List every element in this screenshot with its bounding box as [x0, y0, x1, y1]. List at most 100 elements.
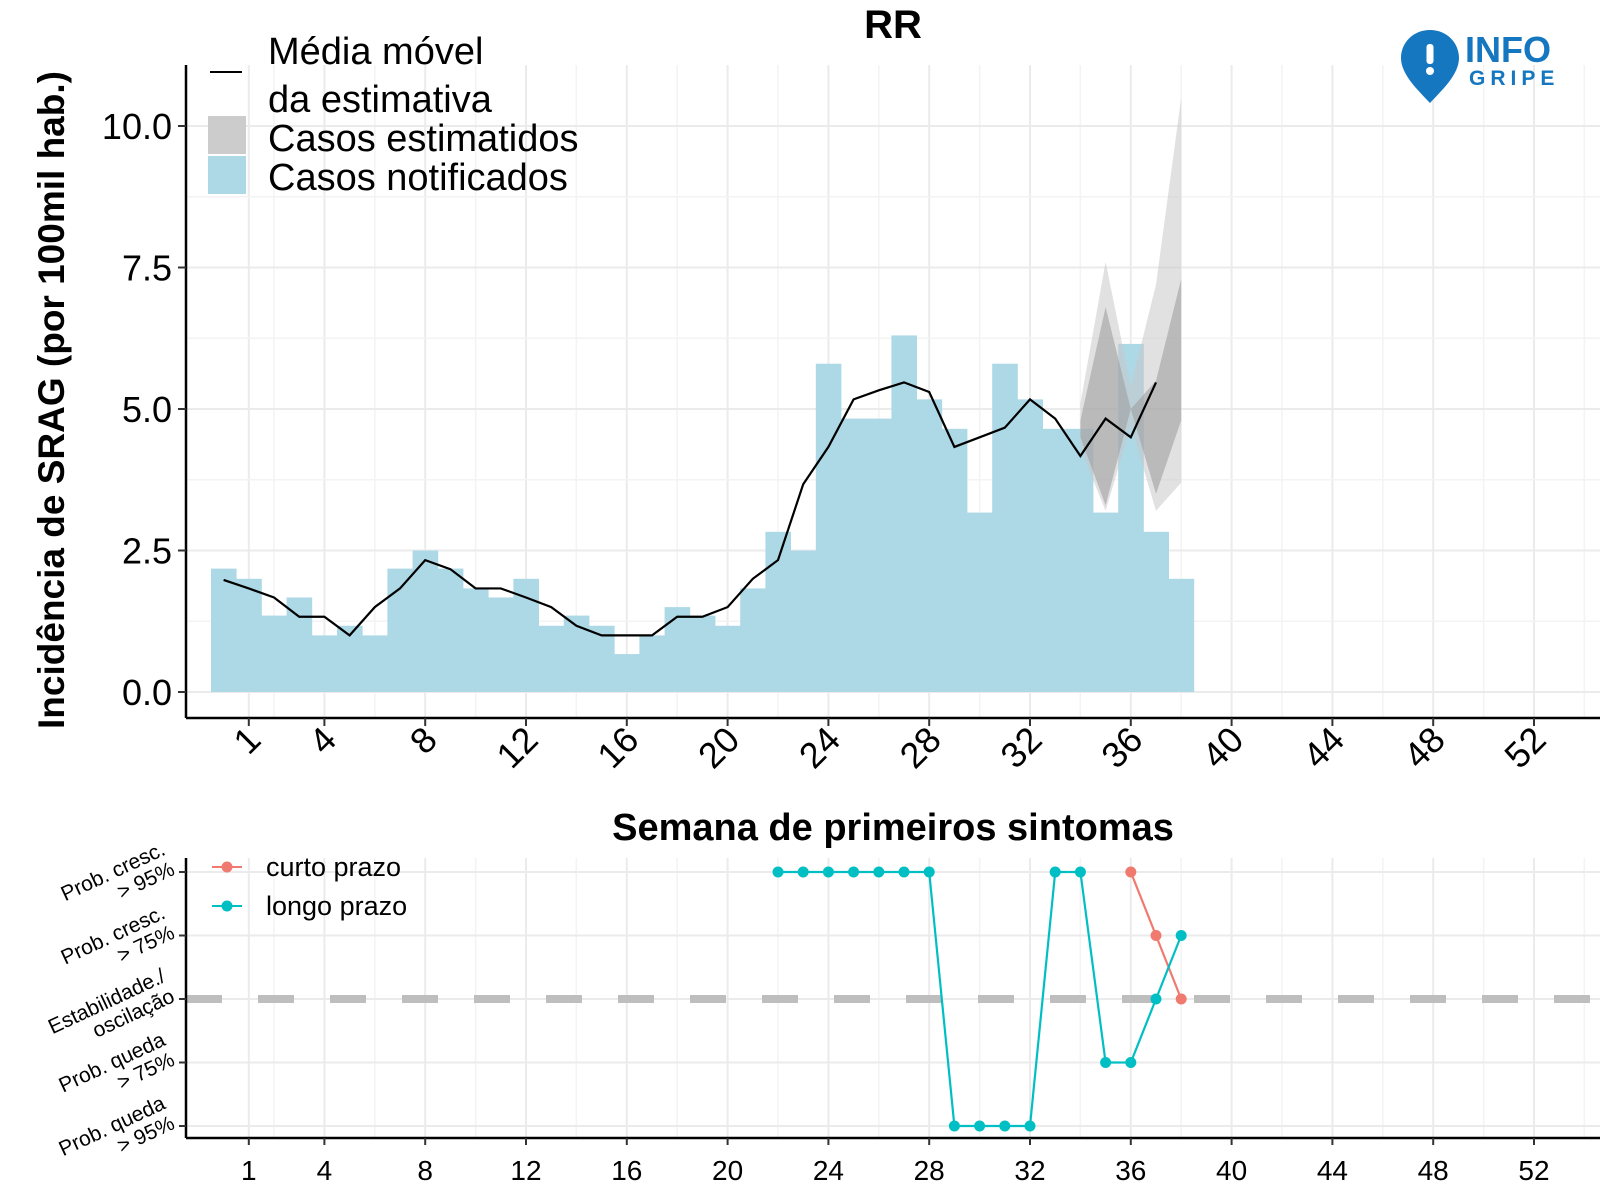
y-tick-label: 2.5: [122, 531, 172, 572]
trend-point: [822, 866, 834, 878]
notified-cases-bar: [589, 625, 615, 692]
trend-point: [948, 1120, 960, 1132]
chart-title: RR: [864, 3, 922, 47]
x-tick-label: 24: [813, 1155, 844, 1186]
moving-average-polyline: [223, 381, 1157, 637]
legend-moving-average-label-2: da estimativa: [268, 79, 493, 121]
bottom-legend: curto prazo longo prazo: [212, 852, 407, 921]
y-tick-label: 0.0: [122, 672, 172, 713]
notified-cases-bar: [614, 654, 640, 692]
notified-cases-bar: [488, 597, 514, 692]
x-tick-label: 1: [241, 1155, 257, 1186]
notified-cases-bar: [866, 418, 892, 692]
notified-cases-bar: [992, 363, 1018, 692]
legend-short-term-label: curto prazo: [266, 852, 401, 882]
infogripe-logo: INFO GRIPE: [1401, 29, 1554, 103]
x-tick-label: 48: [1418, 1155, 1449, 1186]
estimated-cases-band: [1080, 97, 1182, 511]
legend-estimated-label: Casos estimatidos: [268, 118, 578, 160]
x-tick-label: 32: [1014, 1155, 1045, 1186]
y-axis-title: Incidência de SRAG (por 100mil hab.): [31, 71, 72, 729]
x-tick-label: 28: [914, 1155, 945, 1186]
trend-point: [923, 866, 935, 878]
trend-point: [1049, 866, 1061, 878]
trend-point: [797, 866, 809, 878]
notified-cases-bar: [916, 399, 943, 692]
x-tick-label: 40: [1216, 1155, 1247, 1186]
x-axis-title: Semana de primeiros sintomas: [612, 807, 1174, 849]
notified-cases-bar: [211, 568, 237, 692]
notified-cases-bar: [790, 550, 817, 692]
notified-cases-bar: [261, 615, 287, 692]
x-tick-label: 36: [1093, 719, 1150, 776]
notified-cases-bar: [463, 588, 489, 692]
trend-point: [1100, 1057, 1112, 1068]
trend-point: [1024, 1120, 1036, 1132]
x-tick-label: 12: [488, 719, 545, 776]
notified-cases-bar: [664, 607, 691, 692]
x-tick-label: 16: [611, 1155, 642, 1186]
legend-moving-average-label-1: Média móvel: [268, 31, 483, 73]
incidence-panel: 0.02.55.07.510.0 1 4 8 12 16 20 24 28 32 36 40 44 48…: [31, 3, 1600, 849]
trend-point: [1125, 866, 1137, 878]
x-tick-label: 20: [712, 1155, 743, 1186]
legend-long-term-dot: [221, 900, 233, 912]
notified-cases-bar: [1168, 578, 1195, 692]
x-tick-label: 28: [892, 719, 949, 776]
x-tick-label: 24: [791, 719, 848, 776]
notified-cases-bar: [891, 335, 917, 692]
moving-average-line: [223, 381, 1157, 637]
notified-cases-bar: [967, 512, 993, 692]
trend-point: [1175, 930, 1187, 941]
trend-point: [1125, 1057, 1137, 1068]
notified-cases-bar: [841, 418, 867, 692]
map-pin-icon: [1401, 30, 1459, 103]
notified-cases-bar: [563, 615, 590, 692]
x-tick-label: 40: [1194, 719, 1251, 776]
x-tick-label: 20: [690, 719, 747, 776]
notified-cases-bar: [1067, 428, 1094, 692]
logo-text-info: INFO: [1465, 29, 1551, 70]
x-tick-label: 48: [1396, 719, 1453, 776]
y-tick-label: 7.5: [122, 248, 172, 289]
bottom-y-tick-labels: Prob. queda> 95%Prob. queda> 75%Estabili…: [45, 838, 186, 1161]
legend-short-term-dot: [221, 861, 233, 873]
notified-cases-bars: [211, 335, 1195, 692]
top-y-tick-labels: 0.0 2.5 5.0 7.5 10.0: [102, 106, 186, 713]
trend-series: [772, 866, 1187, 1132]
bottom-x-tick-labels: 1 4 8 12 16 20 24 28 32 36 40 44 48 52: [241, 1138, 1550, 1186]
y-tick-label: 5.0: [122, 389, 172, 430]
notified-cases-bar: [715, 625, 741, 692]
y-category-label: Prob. queda> 95%: [55, 1092, 178, 1161]
x-tick-label: 32: [992, 719, 1049, 776]
top-legend: Média móvel da estimativa Casos estimati…: [208, 31, 578, 199]
notified-cases-bar: [639, 635, 665, 692]
estimate-inner-band: [1080, 278, 1182, 506]
x-tick-label: 36: [1115, 1155, 1146, 1186]
trend-point: [999, 1120, 1011, 1132]
notified-cases-bar: [1042, 428, 1069, 692]
top-x-tick-labels: 1 4 8 12 16 20 24 28 32 36 40 44 48 52: [225, 718, 1554, 776]
notified-cases-bar: [362, 635, 388, 692]
x-tick-label: 52: [1518, 1155, 1549, 1186]
notified-cases-bar: [1017, 399, 1043, 692]
x-tick-label: 52: [1496, 719, 1553, 776]
trend-point: [1175, 993, 1187, 1005]
legend-notified-swatch: [208, 156, 246, 194]
notified-cases-bar: [765, 531, 791, 692]
x-tick-label: 4: [301, 719, 344, 762]
x-tick-label: 12: [510, 1155, 541, 1186]
exclamation-icon-bar: [1426, 44, 1434, 64]
trend-panel: Prob. queda> 95%Prob. queda> 75%Estabili…: [45, 838, 1600, 1186]
legend-notified-label: Casos notificados: [268, 157, 568, 199]
notified-cases-bar: [941, 428, 968, 692]
notified-cases-bar: [538, 625, 565, 692]
notified-cases-bar: [437, 568, 464, 692]
trend-point: [1150, 993, 1162, 1005]
notified-cases-bar: [286, 597, 313, 692]
notified-cases-bar: [513, 578, 539, 692]
notified-cases-bar: [1093, 512, 1119, 692]
x-tick-label: 4: [317, 1155, 333, 1186]
y-tick-label: 10.0: [102, 106, 172, 147]
